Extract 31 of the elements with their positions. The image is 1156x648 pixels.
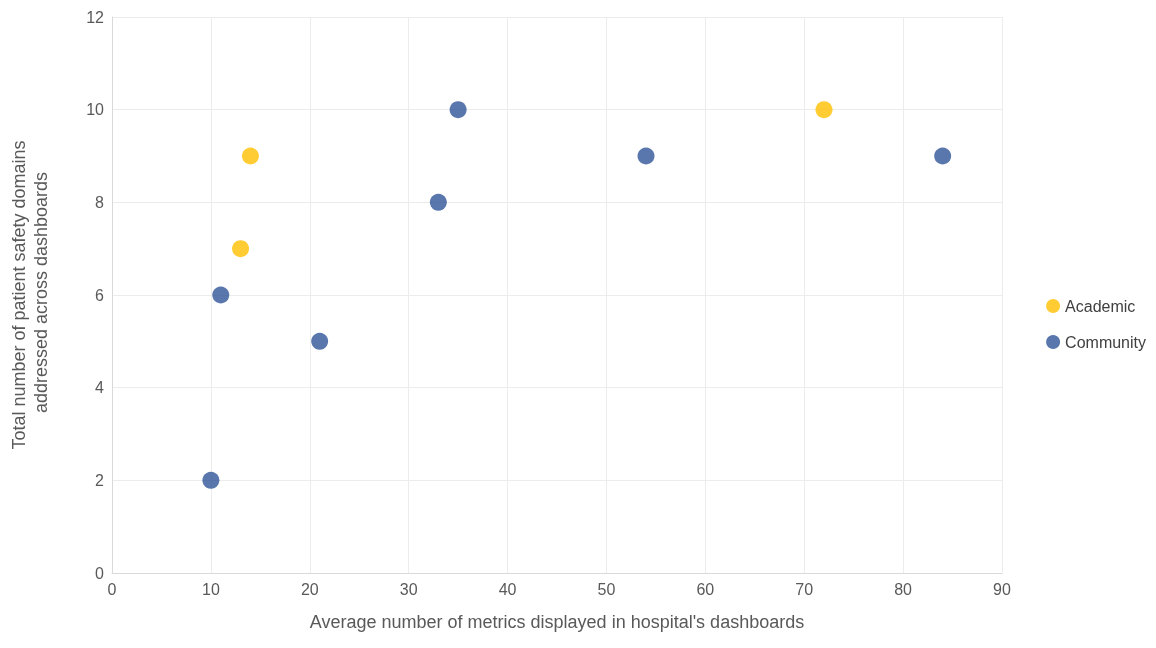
point: [429, 193, 447, 211]
point: [232, 240, 250, 258]
x-tick-label: 90: [993, 580, 1011, 598]
legend-label: Academic: [1065, 297, 1136, 315]
y-tick-label: 10: [86, 101, 105, 119]
y-tick-label: 0: [95, 564, 105, 582]
x-tick-label: 10: [201, 580, 220, 598]
x-tick-label: 60: [696, 580, 715, 598]
point: [815, 101, 833, 119]
point: [202, 471, 220, 489]
point: [212, 286, 230, 304]
x-tick-label: 0: [107, 580, 117, 598]
point: [241, 147, 259, 165]
y-tick-label: 4: [95, 379, 105, 397]
point: [311, 332, 329, 350]
x-tick-label: 70: [795, 580, 814, 598]
legend-label: Community: [1065, 333, 1146, 351]
point: [934, 147, 952, 165]
point: [637, 147, 655, 165]
y-tick-label: 8: [95, 193, 105, 211]
y-tick-label: 2: [95, 471, 105, 489]
x-tick-label: 80: [894, 580, 913, 598]
x-axis-title: Average number of metrics displayed in hospital's dashboards: [309, 612, 805, 632]
y-tick-label: 6: [95, 286, 105, 304]
point: [449, 101, 467, 119]
x-tick-label: 50: [597, 580, 616, 598]
x-tick-label: 40: [498, 580, 517, 598]
x-tick-label: 20: [300, 580, 319, 598]
y-axis-title: Total number of patient safety domains addressed across dashboards: [9, 140, 51, 450]
y-tick-label: 12: [86, 8, 105, 26]
x-tick-label: 30: [399, 580, 418, 598]
